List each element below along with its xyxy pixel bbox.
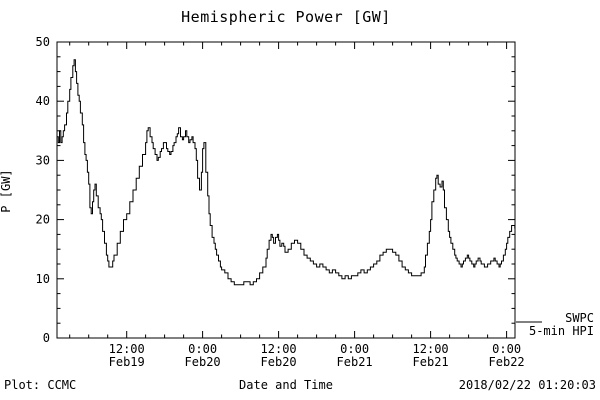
svg-text:Feb20: Feb20 [261, 355, 297, 369]
chart-title: Hemispheric Power [GW] [181, 8, 391, 26]
svg-text:50: 50 [36, 35, 50, 49]
svg-text:0:00: 0:00 [340, 342, 369, 356]
plot-source-label: Plot: CCMC [4, 378, 77, 392]
svg-text:20: 20 [36, 213, 50, 227]
svg-text:12:00: 12:00 [109, 342, 145, 356]
svg-text:Feb21: Feb21 [337, 355, 373, 369]
svg-text:40: 40 [36, 94, 50, 108]
svg-text:12:00: 12:00 [413, 342, 449, 356]
svg-text:Feb20: Feb20 [185, 355, 221, 369]
svg-text:0:00: 0:00 [188, 342, 217, 356]
legend-series-name: SWPC [565, 311, 594, 325]
svg-text:12:00: 12:00 [261, 342, 297, 356]
svg-text:10: 10 [36, 272, 50, 286]
legend-series-desc: 5-min HPI [528, 324, 594, 338]
svg-text:0:00: 0:00 [492, 342, 521, 356]
svg-text:Feb19: Feb19 [109, 355, 145, 369]
legend: SWPC 5-min HPI [529, 312, 594, 338]
svg-text:0: 0 [43, 331, 50, 345]
x-axis-label: Date and Time [239, 378, 333, 392]
svg-text:Feb22: Feb22 [489, 355, 525, 369]
plot-timestamp: 2018/02/22 01:20:03 [458, 378, 596, 392]
svg-text:30: 30 [36, 153, 50, 167]
svg-text:Feb21: Feb21 [413, 355, 449, 369]
